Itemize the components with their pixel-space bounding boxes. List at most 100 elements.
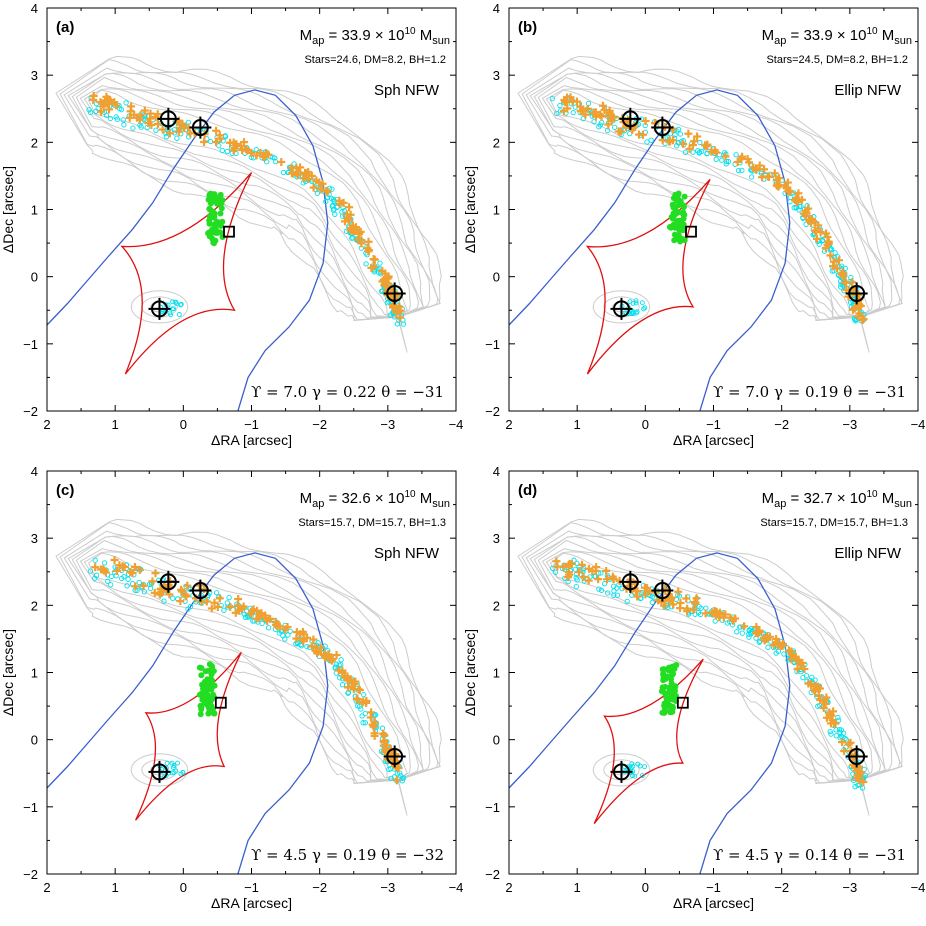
observed-image-point <box>368 720 377 729</box>
source-pixel <box>659 666 666 673</box>
model-image-point <box>748 174 755 180</box>
observed-image-point <box>370 262 379 271</box>
light-contour <box>517 55 904 353</box>
light-contour <box>549 89 870 326</box>
model-image-point <box>170 299 176 305</box>
model-image-point <box>219 147 225 154</box>
observed-image-point <box>128 569 137 578</box>
model-image-point <box>791 205 797 211</box>
observed-image-point <box>824 238 833 247</box>
y-tick-label: 0 <box>493 270 500 285</box>
light-contour <box>517 518 904 816</box>
observed-image-point <box>691 599 700 608</box>
observed-image-point <box>283 622 292 631</box>
model-image-point <box>644 139 650 145</box>
plot-area <box>509 518 904 874</box>
model-image-point <box>339 213 346 219</box>
model-image-point <box>285 632 291 638</box>
observed-image-position-marker <box>619 570 642 593</box>
light-contour <box>59 59 441 350</box>
observed-image-points <box>89 91 405 322</box>
source-pixel <box>198 672 205 679</box>
source-pixel <box>662 705 668 712</box>
observed-image-point <box>352 695 361 704</box>
observed-image-point <box>327 656 336 665</box>
observed-image-point <box>153 110 162 119</box>
model-image-point <box>222 134 229 140</box>
model-image-point <box>363 261 369 267</box>
observed-image-point <box>811 687 820 696</box>
model-image-point <box>355 703 361 709</box>
observed-image-point <box>131 582 140 591</box>
contours <box>517 55 904 353</box>
x-tick-label: −4 <box>911 880 926 895</box>
y-tick-label: −1 <box>23 800 38 815</box>
axis-ticks <box>508 7 919 412</box>
observed-image-point <box>693 132 702 141</box>
observed-image-point <box>311 646 320 655</box>
model-image-point <box>598 587 605 593</box>
y-tick-label: −2 <box>485 404 500 419</box>
model-image-point <box>698 605 704 611</box>
plot-area <box>509 55 904 411</box>
observed-image-position-marker <box>610 760 633 783</box>
model-image-point <box>323 198 329 205</box>
observed-image-point <box>233 601 242 610</box>
observed-image-point <box>91 563 100 572</box>
light-contour <box>533 72 886 339</box>
light-contour <box>537 539 886 799</box>
observed-image-point <box>804 204 813 213</box>
observed-image-point <box>292 163 301 172</box>
source-pixel <box>206 681 213 688</box>
mass-components-label: Stars=24.6, DM=8.2, BH=1.2 <box>304 54 446 66</box>
model-image-point <box>329 186 335 192</box>
plot-area <box>47 55 442 411</box>
observed-image-point <box>346 226 355 235</box>
observed-image-point <box>292 634 301 643</box>
observed-image-point <box>344 216 353 225</box>
observed-image-point <box>178 120 187 129</box>
light-contour <box>545 88 873 329</box>
model-parameters-label: ϒ = 7.0 γ = 0.19 θ = −31 <box>713 383 906 401</box>
model-image-point <box>552 569 559 575</box>
y-tick-label: 4 <box>493 464 500 479</box>
x-tick-label: −1 <box>244 880 259 895</box>
source-pixel <box>661 709 668 716</box>
x-tick-label: −4 <box>449 417 464 432</box>
model-image-point <box>358 706 364 712</box>
model-image-point <box>153 127 159 133</box>
model-image-point <box>648 137 654 143</box>
light-contour <box>521 59 903 350</box>
light-contour <box>83 551 411 792</box>
light-contour <box>75 539 424 799</box>
x-tick-label: 2 <box>43 880 50 895</box>
light-contour <box>537 76 886 336</box>
observed-image-point <box>357 236 366 245</box>
observed-image-point <box>605 106 614 115</box>
source-pixel <box>206 220 213 227</box>
observed-image-point <box>252 614 261 623</box>
model-image-point <box>634 309 640 315</box>
source-pixel <box>204 702 211 708</box>
observed-image-point <box>309 635 318 644</box>
model-image-point <box>816 241 822 247</box>
observed-image-position-marker <box>189 579 212 602</box>
observed-image-point <box>212 126 221 135</box>
observed-image-position-marker <box>651 116 674 139</box>
observed-image-point <box>253 606 262 615</box>
source-pixel <box>670 204 677 211</box>
observed-image-point <box>215 594 224 603</box>
model-image-point <box>554 110 560 117</box>
source-pixel <box>680 236 686 243</box>
model-image-point <box>796 203 803 210</box>
observed-image-point <box>690 137 699 146</box>
panel-label: (c) <box>56 482 74 499</box>
observed-image-point <box>679 139 688 148</box>
model-image-point <box>781 651 787 657</box>
x-tick-label: 0 <box>180 880 187 895</box>
observed-image-point <box>827 711 836 720</box>
observed-image-point <box>355 686 364 695</box>
aperture-mass-label: Map = 32.6 × 1010 Msun <box>300 489 450 510</box>
observed-image-point <box>559 107 568 116</box>
model-image-point <box>134 587 140 594</box>
